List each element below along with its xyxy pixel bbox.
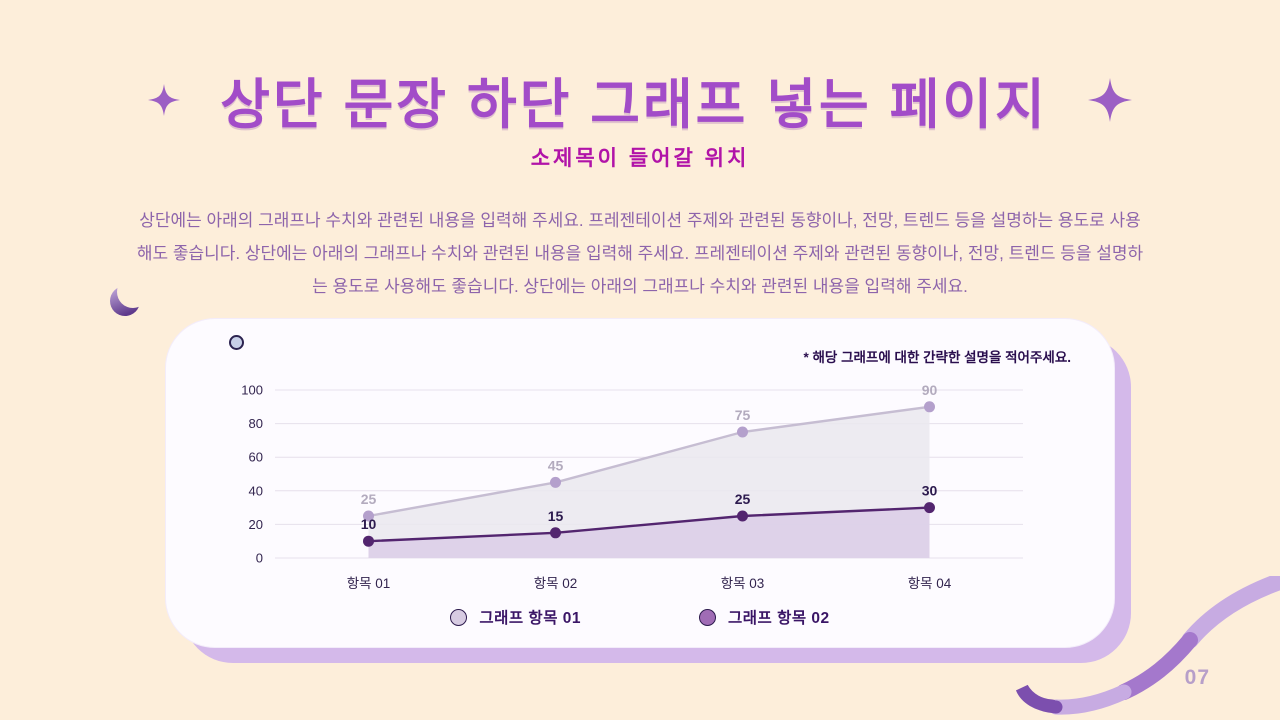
page-number: 07	[1184, 666, 1210, 689]
svg-text:20: 20	[249, 517, 263, 532]
chart-legend: 그래프 항목 01 그래프 항목 02	[165, 606, 1115, 628]
svg-text:90: 90	[922, 382, 938, 398]
legend-label-series2: 그래프 항목 02	[728, 610, 830, 627]
svg-text:45: 45	[548, 457, 564, 473]
legend-marker-series2	[699, 608, 716, 626]
svg-text:100: 100	[241, 383, 263, 398]
legend-item-series2: 그래프 항목 02	[699, 606, 830, 628]
chart-card: * 해당 그래프에 대한 간략한 설명을 적어주세요. 0 20 40 60 80 100…	[165, 318, 1115, 648]
svg-text:80: 80	[249, 416, 263, 431]
body-paragraph: 상단에는 아래의 그래프나 수치와 관련된 내용을 입력해 주세요. 프레젠테이…	[136, 211, 1144, 297]
svg-text:10: 10	[361, 516, 377, 532]
crescent-moon-icon	[110, 286, 140, 316]
circle-decoration-icon	[229, 335, 244, 350]
subtitle: 소제목이 들어갈 위치	[530, 147, 750, 170]
svg-text:15: 15	[548, 508, 564, 524]
svg-text:25: 25	[735, 491, 751, 507]
legend-item-series1: 그래프 항목 01	[450, 606, 581, 628]
header: 상단 문장 하단 그래프 넣는 페이지	[0, 60, 1280, 139]
line-chart: 0 20 40 60 80 100 25 45 75 90 10 15 25 30 항목 01 항목 02 항목…	[241, 382, 1023, 591]
sparkle-icon	[148, 83, 181, 116]
svg-text:25: 25	[361, 491, 377, 507]
svg-text:항목 04: 항목 04	[908, 576, 952, 591]
svg-text:75: 75	[735, 407, 751, 423]
legend-label-series1: 그래프 항목 01	[479, 610, 581, 627]
svg-text:항목 02: 항목 02	[534, 576, 578, 591]
chart-area: 0 20 40 60 80 100 25 45 75 90 10 15 25 30 항목 01 항목 02 항목…	[215, 372, 1035, 604]
svg-text:항목 01: 항목 01	[347, 576, 391, 591]
legend-marker-series1	[450, 608, 468, 626]
sparkle-icon	[1087, 77, 1132, 122]
svg-text:0: 0	[256, 551, 263, 566]
page-title: 상단 문장 하단 그래프 넣는 페이지	[220, 75, 1048, 135]
svg-text:60: 60	[249, 450, 263, 465]
svg-text:항목 03: 항목 03	[721, 576, 765, 591]
ribbon-icon	[1015, 576, 1280, 715]
svg-text:40: 40	[249, 483, 263, 498]
svg-text:30: 30	[922, 483, 938, 499]
chart-note: * 해당 그래프에 대한 간략한 설명을 적어주세요.	[803, 350, 1072, 365]
